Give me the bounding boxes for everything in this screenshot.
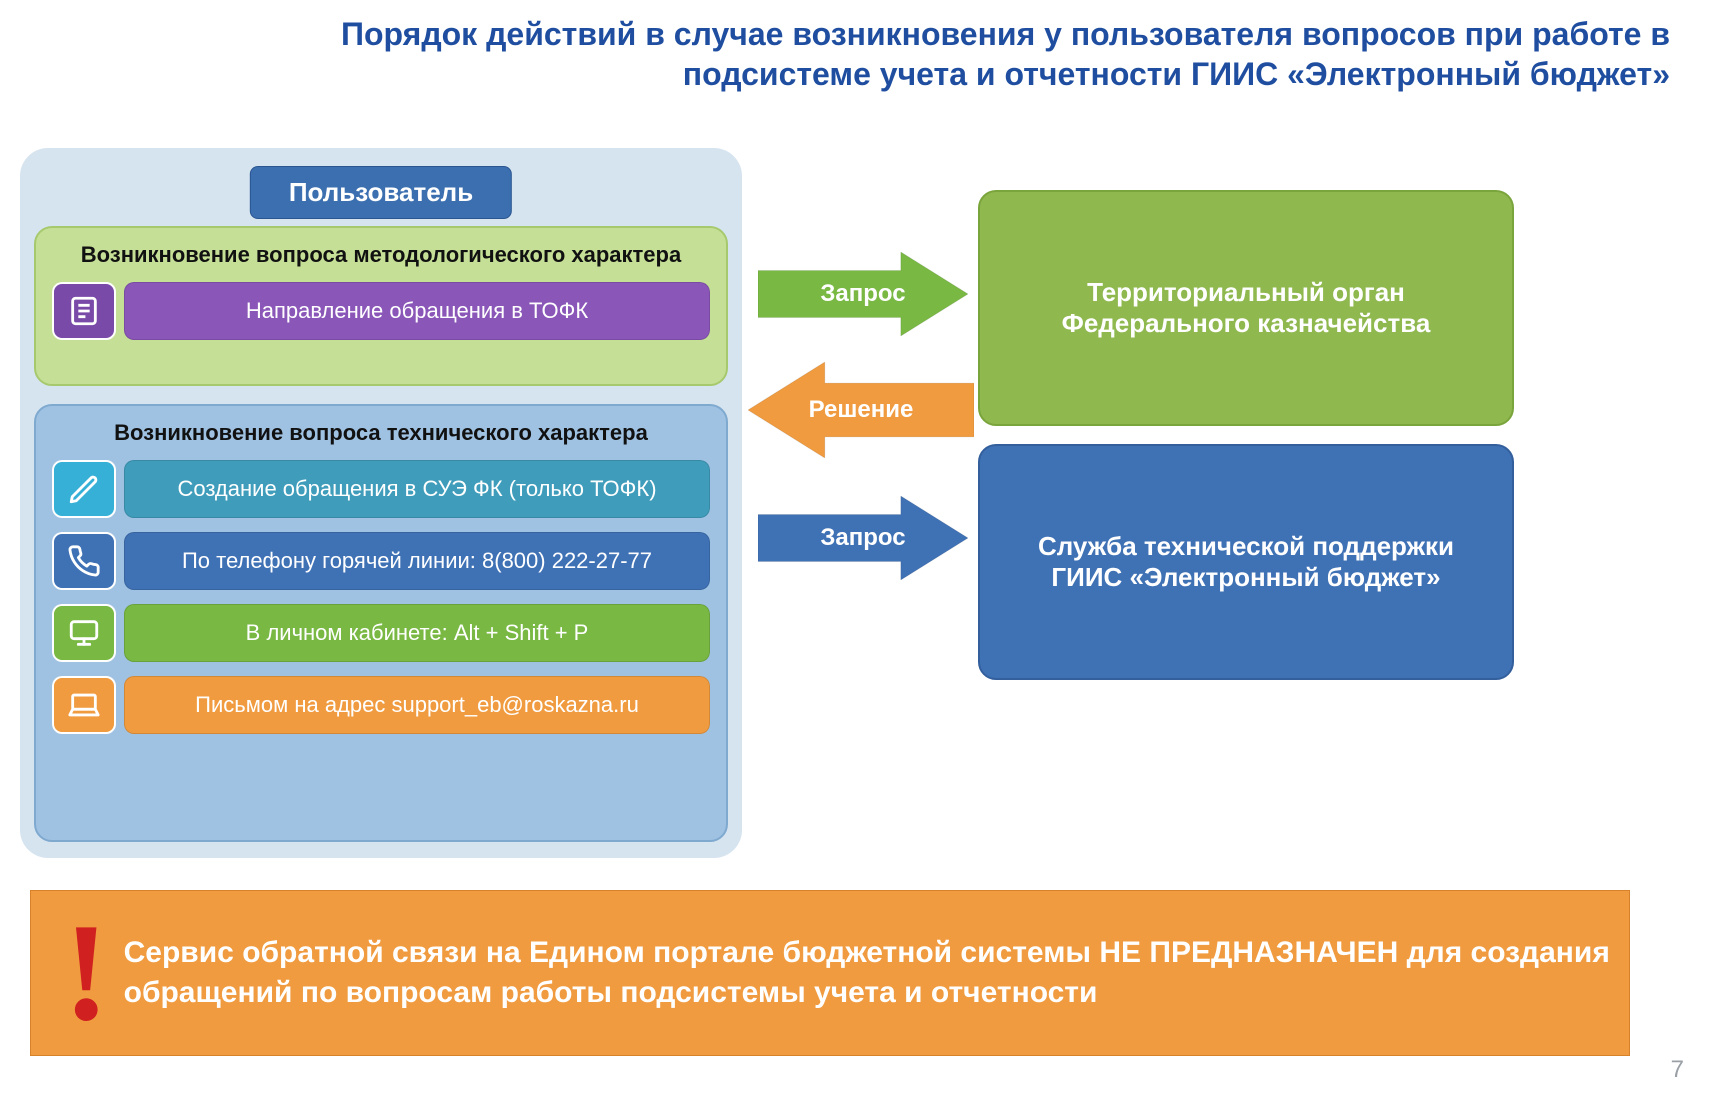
tech-row: В личном кабинете: Alt + Shift + P xyxy=(52,604,710,662)
arrow-middle: Решение xyxy=(748,362,974,458)
monitor-icon xyxy=(52,604,116,662)
method-row-label: Направление обращения в ТОФК xyxy=(124,282,710,340)
slide-title: Порядок действий в случае возникновения … xyxy=(330,14,1670,94)
tech-row-label: Создание обращения в СУЭ ФК (только ТОФК… xyxy=(124,460,710,518)
pencil-icon xyxy=(52,460,116,518)
method-row: Направление обращения в ТОФК xyxy=(52,282,710,340)
technical-block: Возникновение вопроса технического харак… xyxy=(34,404,728,842)
tech-row-label: Письмом на адрес support_eb@roskazna.ru xyxy=(124,676,710,734)
methodological-block: Возникновение вопроса методологического … xyxy=(34,226,728,386)
warning-banner: ! Сервис обратной связи на Едином портал… xyxy=(30,890,1630,1056)
right-box-territorial-treasury: Территориальный орган Федерального казна… xyxy=(978,190,1514,426)
tech-row-label: По телефону горячей линии: 8(800) 222-27… xyxy=(124,532,710,590)
arrow-top: Запрос xyxy=(758,252,968,336)
tech-row: Создание обращения в СУЭ ФК (только ТОФК… xyxy=(52,460,710,518)
tech-heading: Возникновение вопроса технического харак… xyxy=(52,420,710,446)
doc-icon xyxy=(52,282,116,340)
phone-icon xyxy=(52,532,116,590)
page-number: 7 xyxy=(1671,1056,1684,1084)
right-box-tech-support: Служба технической поддержки ГИИС «Элект… xyxy=(978,444,1514,680)
user-badge: Пользователь xyxy=(250,166,512,219)
tech-row-label: В личном кабинете: Alt + Shift + P xyxy=(124,604,710,662)
user-column: Пользователь Возникновение вопроса метод… xyxy=(20,148,742,858)
laptop-icon xyxy=(52,676,116,734)
technical-rows: Создание обращения в СУЭ ФК (только ТОФК… xyxy=(52,460,710,734)
tech-row: Письмом на адрес support_eb@roskazna.ru xyxy=(52,676,710,734)
warning-text: Сервис обратной связи на Едином портале … xyxy=(124,933,1611,1014)
tech-row: По телефону горячей линии: 8(800) 222-27… xyxy=(52,532,710,590)
exclamation-icon: ! xyxy=(63,903,110,1043)
arrow-bottom: Запрос xyxy=(758,496,968,580)
method-heading: Возникновение вопроса методологического … xyxy=(52,242,710,268)
